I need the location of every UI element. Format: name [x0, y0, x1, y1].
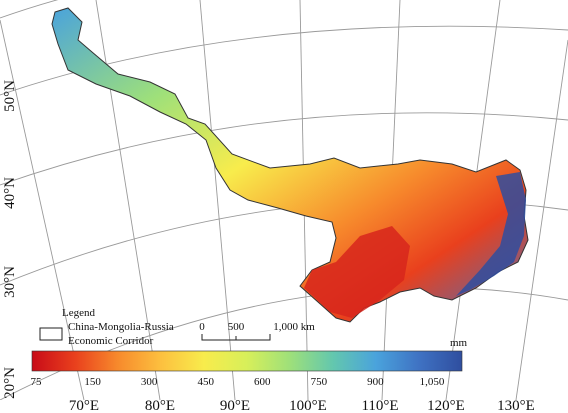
lat-label: 40°N — [2, 177, 18, 209]
color-bar-tick-label: 900 — [367, 376, 384, 388]
color-bar-tick-label: 1,050 — [420, 376, 445, 388]
corridor-region-fill — [51, 7, 529, 323]
legend: Legend China-Mongolia-Russia Economic Co… — [39, 307, 174, 347]
color-bar-tick-label: 600 — [254, 376, 271, 388]
color-bar-ticks: 75 150 300 450 600 750 900 1,050 — [31, 376, 445, 388]
scale-tick-label: 0 — [199, 321, 205, 333]
parallel-40n — [0, 112, 568, 186]
lon-label: 120°E — [427, 398, 465, 413]
color-bar: mm 75 150 300 450 600 750 900 1,050 — [31, 337, 468, 388]
color-bar-unit: mm — [450, 337, 468, 349]
meridian-90e — [199, 0, 236, 400]
lat-label: 30°N — [2, 266, 18, 298]
lon-label: 80°E — [145, 398, 175, 413]
meridian-70e — [0, 19, 85, 400]
scale-bar-line — [201, 334, 271, 341]
parallel-60n — [0, 0, 59, 19]
lon-label: 100°E — [289, 398, 327, 413]
high-precip-zone — [456, 172, 526, 296]
color-bar-tick-label: 450 — [197, 376, 214, 388]
scale-tick-label: 1,000 km — [273, 321, 315, 333]
color-bar-tick-label: 75 — [31, 376, 43, 388]
color-bar-tick-label: 150 — [84, 376, 101, 388]
low-precip-zone — [304, 226, 410, 318]
lon-label: 90°E — [220, 398, 250, 413]
legend-title: Legend — [62, 307, 95, 319]
lon-label: 70°E — [69, 398, 99, 413]
color-bar-tick-label: 750 — [311, 376, 328, 388]
study-region — [51, 7, 529, 323]
lon-label: 110°E — [361, 398, 398, 413]
latitude-labels: 20°N 30°N 40°N 50°N — [2, 80, 18, 399]
color-bar-ramp — [31, 350, 463, 372]
legend-item-line2: Economic Corridor — [68, 335, 154, 347]
lat-label: 50°N — [2, 80, 18, 112]
meridian-130e — [515, 39, 568, 400]
lon-label: 130°E — [497, 398, 535, 413]
scale-bar: 0 500 1,000 km — [199, 321, 315, 341]
scale-tick-label: 500 — [228, 321, 245, 333]
legend-item-line1: China-Mongolia-Russia — [68, 321, 174, 333]
legend-swatch — [39, 327, 63, 341]
color-bar-tick-label: 300 — [141, 376, 158, 388]
parallel-50n — [0, 25, 568, 96]
lat-label: 20°N — [2, 367, 18, 399]
longitude-labels: 70°E 80°E 90°E 100°E 110°E 120°E 130°E — [69, 398, 535, 413]
